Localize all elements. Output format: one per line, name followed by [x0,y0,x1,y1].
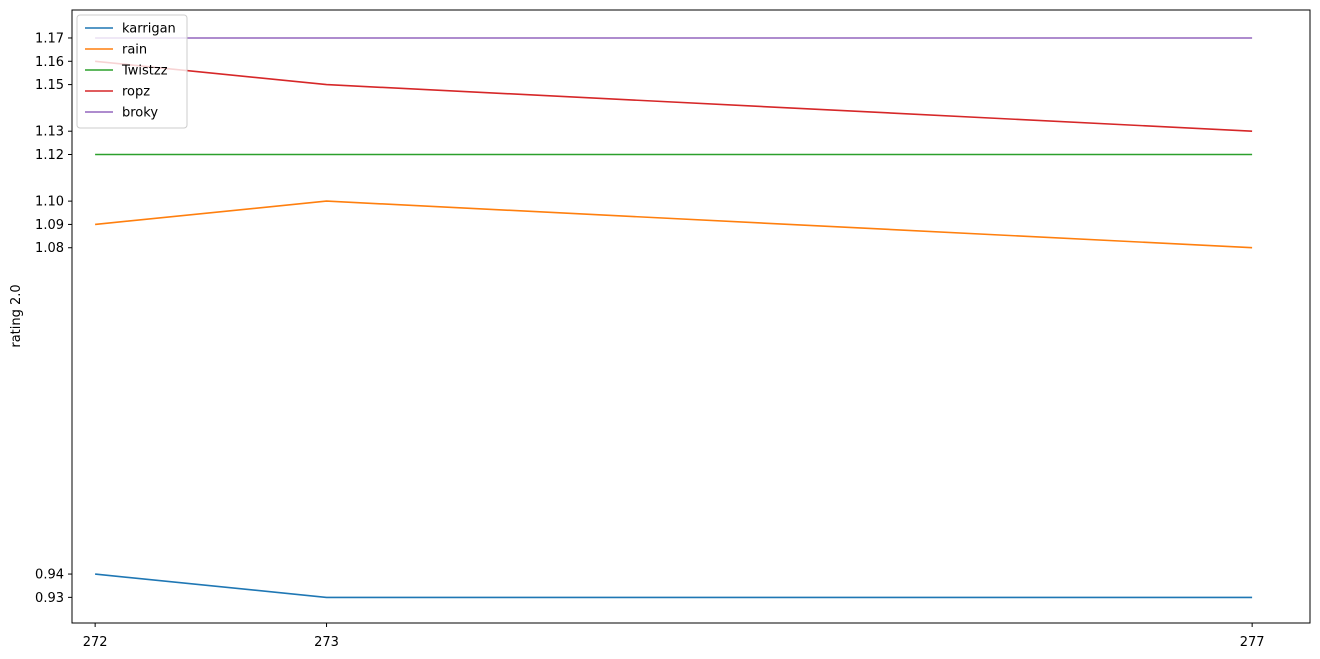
x-tick-label: 273 [314,635,339,650]
y-tick-label: 0.93 [35,591,64,606]
y-axis: 0.93 0.94 1.08 1.09 1.10 1.12 1.13 1.15 1.16 1.17 [35,31,72,606]
x-tick-label: 277 [1240,635,1265,650]
x-tick-label: 272 [83,635,108,650]
y-axis-label: rating 2.0 [9,284,24,347]
plot-area-frame [71,9,1311,624]
legend: karrigan rain Twistzz ropz broky [76,14,188,129]
y-tick-label: 1.17 [35,31,64,46]
y-tick-label: 1.15 [35,78,64,93]
legend-label-2: Twistzz [121,64,168,79]
series-line-3 [95,60,1253,132]
y-tick-label: 1.12 [35,148,64,163]
y-tick-label: 1.13 [35,125,64,140]
y-tick-label: 1.10 [35,195,64,210]
y-tick-label: 0.94 [35,568,64,583]
y-tick-label: 1.09 [35,218,64,233]
legend-box [76,14,188,129]
series-lines [95,37,1253,599]
legend-label-4: broky [122,106,158,121]
y-tick-label: 1.08 [35,241,64,256]
series-line-1 [95,200,1253,249]
legend-label-1: rain [122,43,147,58]
x-axis: 272 273 277 [83,623,1265,650]
legend-label-0: karrigan [122,22,176,37]
y-tick-label: 1.16 [35,55,64,70]
legend-label-3: ropz [122,85,150,100]
series-line-0 [95,573,1253,599]
